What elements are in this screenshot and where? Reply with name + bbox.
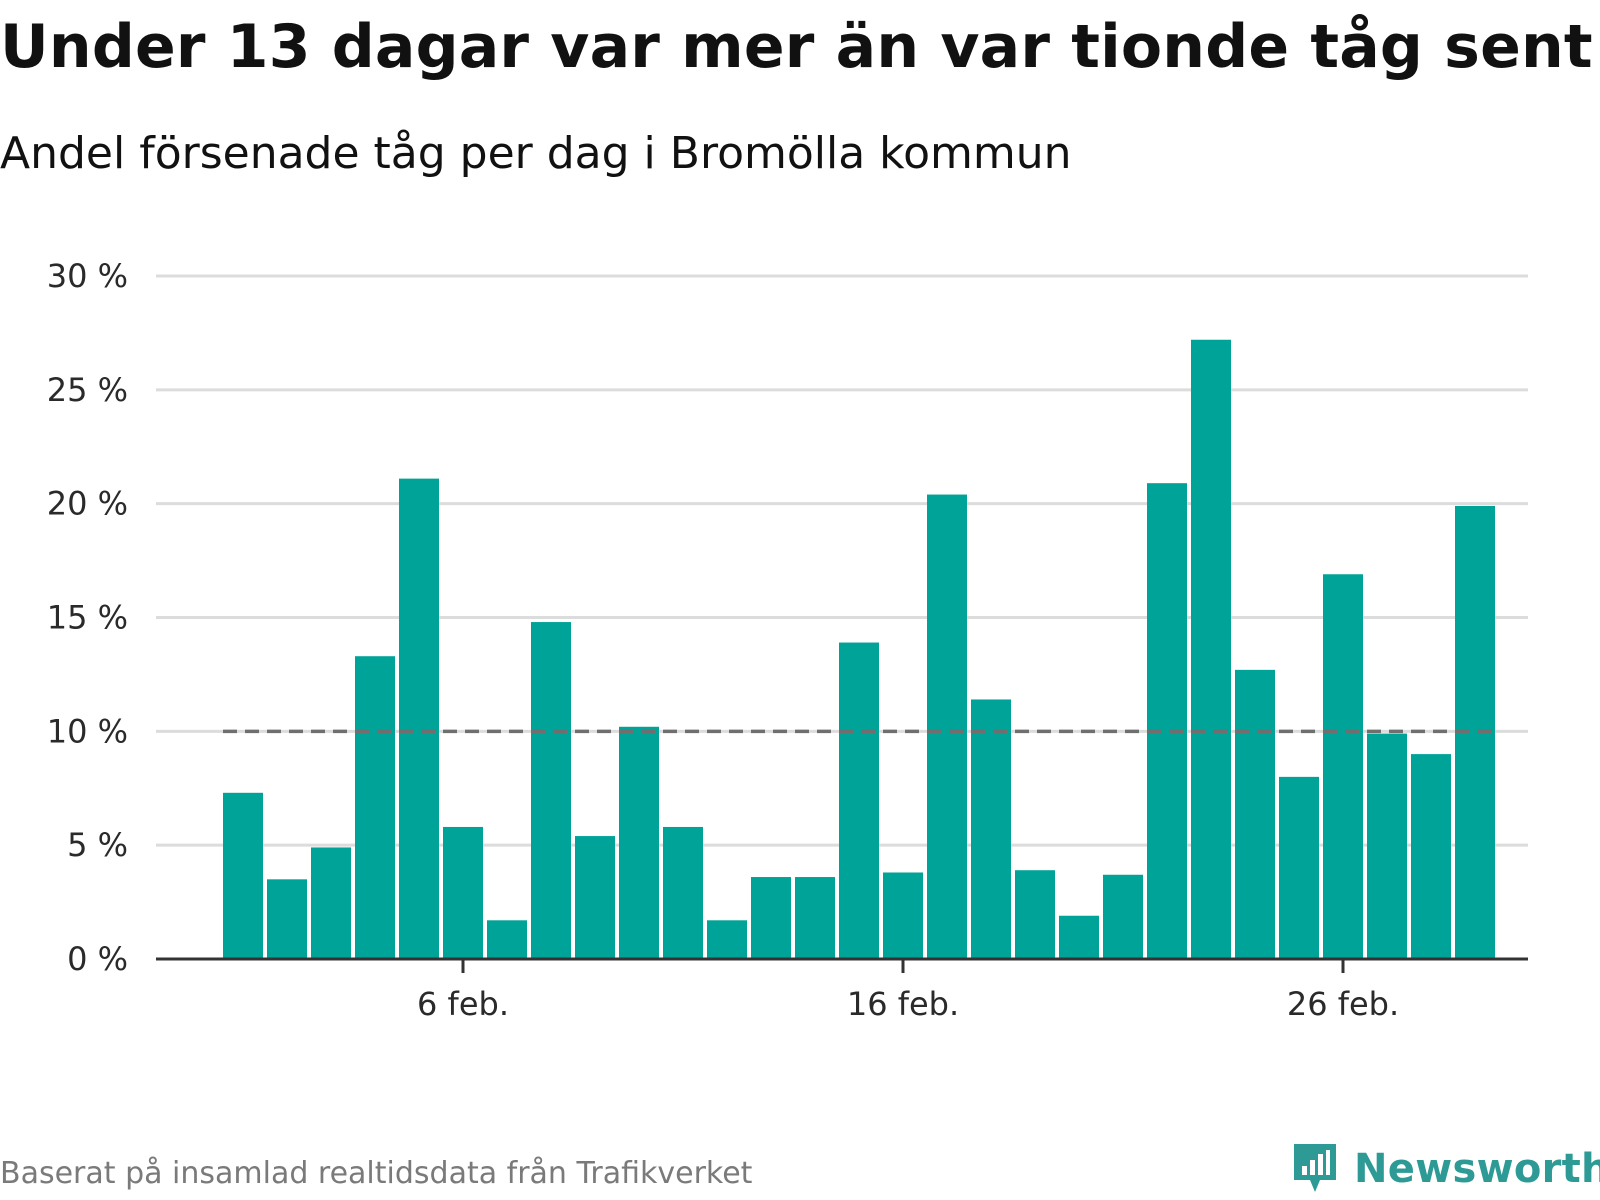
logo-text: Newsworthy [1354, 1146, 1600, 1192]
bar [531, 622, 571, 959]
bar [311, 847, 351, 959]
bar [399, 478, 439, 959]
x-tick-label: 16 feb. [847, 985, 959, 1023]
bar [663, 826, 703, 959]
bar [1279, 776, 1319, 959]
bar [927, 494, 967, 959]
bar [1323, 574, 1363, 959]
bar [1147, 483, 1187, 959]
y-tick-label: 5 % [67, 826, 128, 864]
x-tick-label: 6 feb. [417, 985, 509, 1023]
y-axis-tick-labels: 0 % 5 % 10 % 15 % 20 % 25 % 30 % [47, 257, 128, 978]
y-tick-label: 25 % [47, 371, 128, 409]
bar [1411, 754, 1451, 959]
bar [575, 836, 615, 959]
y-tick-label: 20 % [47, 485, 128, 523]
chart-title: Under 13 dagar var mer än var tionde tåg… [0, 12, 1593, 82]
bar [487, 920, 527, 959]
x-tick-label: 26 feb. [1287, 985, 1399, 1023]
bar [1191, 339, 1231, 959]
bar [1235, 669, 1275, 959]
y-tick-label: 15 % [47, 599, 128, 637]
y-tick-label: 30 % [47, 257, 128, 295]
newsworthy-logo-icon [1294, 1144, 1336, 1192]
bar [619, 726, 659, 959]
source-note: Baserat på insamlad realtidsdata från Tr… [0, 1156, 753, 1191]
newsworthy-logo[interactable]: Newsworthy [1290, 1140, 1600, 1198]
bar [267, 879, 307, 959]
bar [1103, 874, 1143, 959]
bar [355, 656, 395, 959]
bar [1015, 870, 1055, 959]
bar [1367, 733, 1407, 959]
bar [883, 872, 923, 959]
x-axis-tick-labels: 6 feb. 16 feb. 26 feb. [417, 959, 1399, 1023]
bar [443, 826, 483, 959]
bar [223, 792, 263, 959]
bar [795, 877, 835, 959]
y-tick-label: 0 % [67, 940, 128, 978]
y-tick-label: 10 % [47, 712, 128, 750]
bar [971, 699, 1011, 959]
bar [707, 920, 747, 959]
chart-subtitle: Andel försenade tåg per dag i Bromölla k… [0, 128, 1072, 179]
bar [751, 877, 791, 959]
bars [223, 339, 1495, 959]
bar [1059, 915, 1099, 959]
bar [839, 642, 879, 959]
